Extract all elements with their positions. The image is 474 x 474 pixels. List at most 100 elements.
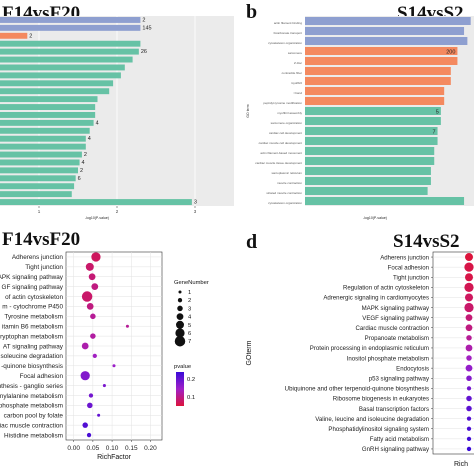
panel-d-category-label: Ribosome biogenesis in eukaryotes — [333, 396, 429, 403]
panel-a-bar — [0, 159, 80, 166]
panel-d-category-label: p53 signaling pathway — [369, 375, 430, 382]
panel-c-title: F14vsF20 — [2, 229, 81, 250]
panel-c-size-legend-dot — [176, 313, 184, 320]
panel-c-category-label: Tyrosine metabolism — [4, 314, 63, 321]
panel-d-point — [465, 293, 473, 302]
panel-a-bar — [0, 119, 94, 126]
panel-c-category-label: carbon pool by folate — [4, 413, 64, 420]
panel-c-bubble-chart: Adherens junction Tight junction APK signa… — [0, 251, 209, 461]
panel-b-bar — [305, 137, 438, 145]
panel-c-point — [91, 283, 99, 291]
panel-d-point — [465, 344, 473, 352]
panel-b-category-label: cardiac muscle cell development — [259, 141, 303, 145]
panel-a-bar — [0, 17, 141, 23]
panel-c-size-legend-title: GeneNumber — [174, 280, 209, 286]
panel-c-size-legend-dot — [178, 290, 182, 294]
panel-a-bar-label: 3 — [194, 200, 197, 206]
panel-d-category-label: Propanoate metabolism — [365, 335, 429, 342]
panel-d-category-label: Valine, leucine and isoleucine degradati… — [315, 416, 429, 423]
panel-a-bar — [0, 80, 114, 87]
panel-d-point — [465, 314, 473, 322]
panel-d-ylabel: GOterm — [246, 340, 253, 365]
panel-d-title: S14vsS2 — [393, 231, 460, 252]
panel-c-point — [91, 252, 101, 262]
panel-b-bar — [305, 177, 431, 185]
panel-d-point — [466, 386, 472, 391]
panel-d-category-label: Tight junction — [393, 274, 429, 281]
panel-b-category-label: sarcomere organization — [271, 121, 303, 125]
panel-a-bar-label: 4 — [82, 160, 85, 166]
panel-c-category-label: iac muscle contraction — [0, 422, 63, 429]
panel-c-category-label: phosphate metabolism — [0, 403, 63, 410]
panel-d-point — [465, 273, 473, 282]
panel-a-bar-label: 6 — [78, 176, 81, 182]
panel-d-category-label: Protein processing in endoplasmic reticu… — [310, 345, 429, 352]
panel-d-point — [466, 375, 472, 382]
panel-c-point — [90, 333, 96, 339]
panel-d-category-label: VEGF signaling pathway — [362, 315, 430, 322]
panel-b-bar-chart: actin filament binding bicarbonate transp… — [246, 16, 474, 220]
panel-b-bar — [305, 87, 445, 95]
panel-b-bar — [305, 107, 441, 115]
panel-c-xtick-label: 0.05 — [87, 445, 100, 452]
panel-c-category-label: soleucine degradation — [0, 353, 63, 360]
panel-d-category-label: Phosphatidylinositol signaling system — [328, 426, 429, 433]
panel-c-category-label: itamin B6 metabolism — [2, 324, 63, 331]
panel-c-size-legend-label: 5 — [188, 323, 191, 329]
panel-a-bar-label: 26 — [141, 49, 147, 55]
panel-c-category-label: APK signaling pathway — [0, 274, 64, 281]
panel-c-category-label: Tight junction — [25, 264, 63, 271]
panel-d-category-label: Focal adhesion — [388, 264, 429, 271]
panel-d-category-label: Ubiquinone and other terpenoid-quinone b… — [285, 386, 429, 393]
panel-d-category-label: Basal transcription factors — [359, 406, 429, 413]
panel-d-category-label: MAPK signaling pathway — [362, 305, 430, 312]
panel-b-bar — [305, 147, 435, 155]
panel-a-bar — [0, 48, 139, 55]
panel-a-xtick-label: 2 — [116, 209, 119, 214]
panel-c-point — [86, 303, 94, 310]
panel-c-size-legend-label: 3 — [188, 306, 191, 312]
panel-b-bar — [305, 77, 451, 85]
panel-d-point — [465, 364, 473, 372]
panel-c-point — [125, 324, 129, 328]
panel-c-category-label: Adherens junction — [12, 254, 64, 261]
panel-c-point — [81, 342, 89, 350]
panel-c-size-legend-label: 1 — [188, 290, 191, 296]
panel-b-xlabel: -log10(P-value) — [363, 216, 387, 220]
panel-c-category-label: Histidine metabolism — [4, 432, 63, 439]
panel-d-point — [465, 253, 473, 262]
panel-c-colorbar-tick: 0.2 — [187, 377, 195, 383]
panel-c-point — [85, 262, 94, 271]
panel-b-bar — [305, 57, 458, 65]
panel-a-bar-label: 4 — [88, 136, 91, 142]
panel-b-category-label: cardiac cell development — [269, 131, 302, 135]
panel-c-point — [86, 432, 92, 438]
panel-c-point — [81, 291, 93, 302]
panel-b-category-label: Z disc — [294, 61, 303, 65]
panel-c-category-label: ryptophan metabolism — [0, 333, 63, 340]
panel-d-point — [466, 446, 472, 452]
panel-c-category-label: GF signaling pathway — [2, 284, 64, 291]
panel-d-category-label: Cardiac muscle contraction — [356, 325, 430, 332]
panel-c-category-label: AT signaling pathway — [3, 343, 64, 350]
panel-c-point — [87, 402, 93, 409]
panel-c-category-label: m - cytochrome P450 — [2, 304, 63, 311]
panel-a-bar — [0, 127, 90, 134]
panel-c-point — [97, 413, 101, 417]
panel-b-bar — [305, 47, 458, 55]
panel-d-category-label: Adrenergic signaling in cardiomyocytes — [323, 295, 429, 302]
panel-b-bar — [305, 27, 465, 35]
panel-a-bar — [0, 96, 98, 103]
panel-c-color-legend-title: pvalue — [174, 364, 191, 370]
panel-a-bar — [0, 191, 72, 198]
panel-b-bar — [305, 197, 465, 205]
panel-c-size-legend-label: 7 — [188, 339, 191, 345]
panel-a-bar — [0, 88, 110, 95]
panel-b-bar — [305, 187, 428, 195]
panel-b-bar — [305, 117, 441, 125]
panel-a-xtick-label: 1 — [38, 209, 41, 214]
panel-d-bubble-chart: Adherens junction Focal adhesion Tight jun… — [246, 251, 474, 468]
panel-b-ylabel: GO term — [246, 104, 250, 118]
panel-a-bar-label: 2 — [84, 152, 87, 158]
panel-b-bar — [305, 97, 445, 105]
